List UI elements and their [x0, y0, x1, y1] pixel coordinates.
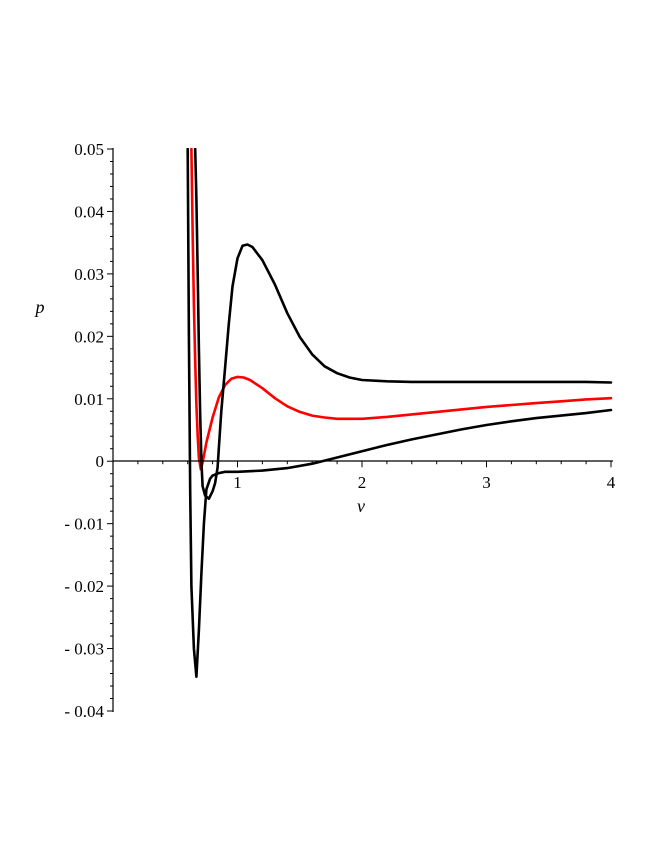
y-tick-label: 0.02 — [74, 327, 104, 346]
y-tick-label: 0 — [96, 452, 105, 471]
x-tick-label: 3 — [482, 473, 491, 492]
y-tick-label: 0.05 — [74, 140, 104, 159]
series-line-3 — [193, 148, 613, 500]
series-line-2 — [190, 148, 613, 471]
y-tick-label: - 0.02 — [64, 577, 104, 596]
x-tick-label: 1 — [233, 473, 242, 492]
x-axis-title: v — [357, 496, 365, 516]
y-tick-label: 0.03 — [74, 265, 104, 284]
y-tick-label: - 0.04 — [64, 702, 104, 721]
y-tick-label: 0.04 — [74, 202, 104, 221]
y-tick-label: 0.01 — [74, 390, 104, 409]
y-axis-title: p — [34, 297, 45, 317]
x-tick-label: 4 — [607, 473, 616, 492]
x-tick-label: 2 — [358, 473, 367, 492]
y-tick-label: - 0.01 — [64, 515, 104, 534]
series-line-1 — [186, 148, 613, 678]
y-tick-label: - 0.03 — [64, 640, 104, 659]
